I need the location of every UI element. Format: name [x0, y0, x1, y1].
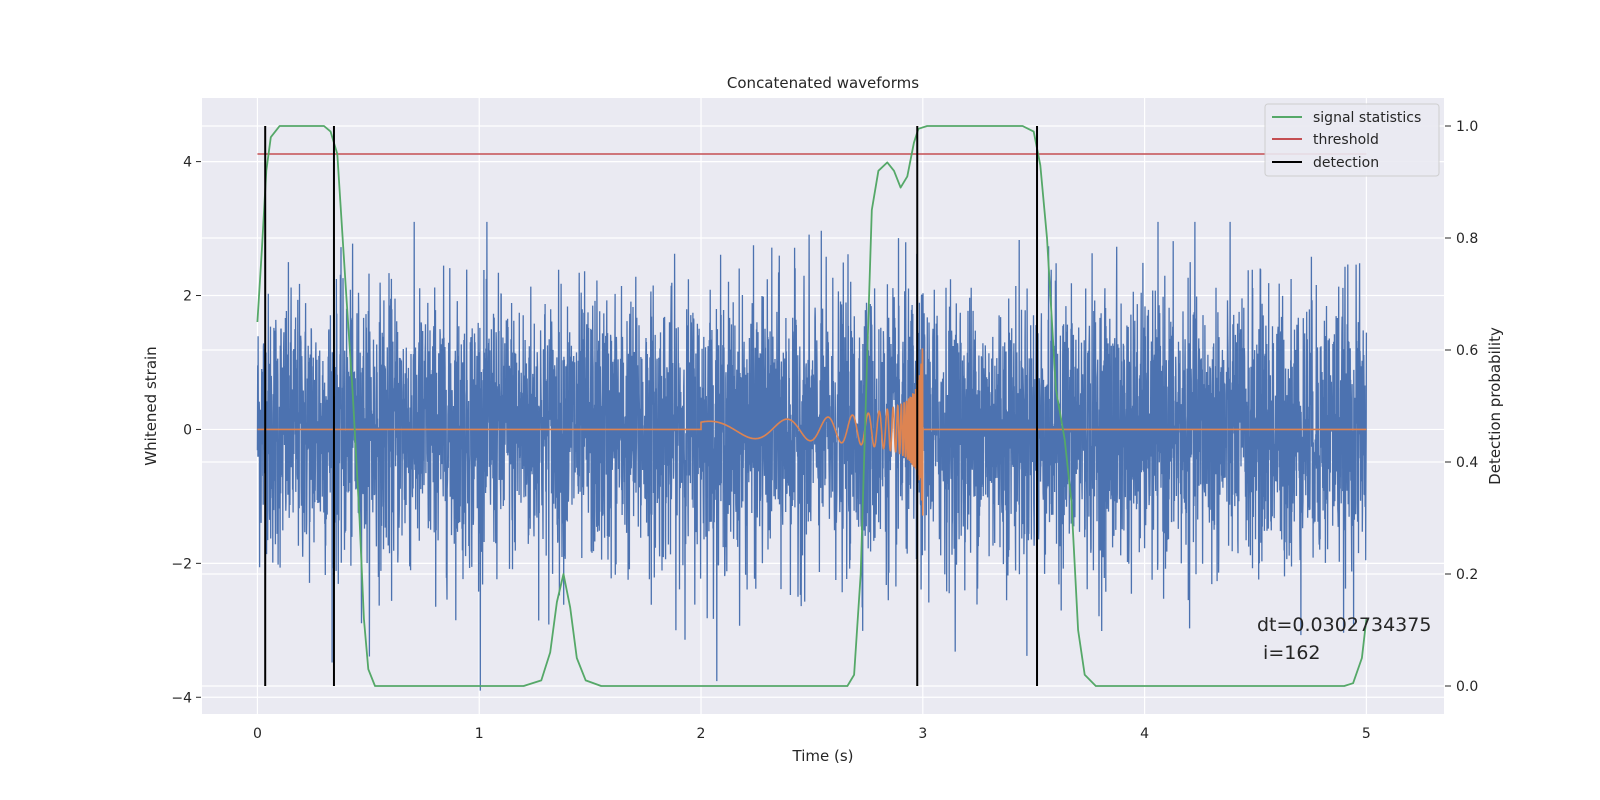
y-tick-label: 0	[183, 422, 192, 438]
legend: signal statistics threshold detection	[1264, 103, 1440, 177]
y-axis-label: Whitened strain	[142, 346, 160, 465]
y-right-tick-label: 1.0	[1456, 119, 1478, 135]
legend-label-signal-statistics: signal statistics	[1313, 110, 1421, 126]
x-tick-label: 4	[1140, 726, 1149, 742]
y-right-tick-label: 0.4	[1456, 455, 1478, 471]
annotation-dt: dt=0.0302734375	[1257, 614, 1431, 636]
y-tick-label: 4	[183, 155, 192, 171]
annotation-i: i=162	[1257, 642, 1321, 664]
template-line	[257, 348, 1367, 516]
y-right-tick-label: 0.6	[1456, 343, 1478, 359]
legend-label-detection: detection	[1313, 155, 1379, 171]
noise-line	[256, 221, 1368, 691]
x-tick-label: 2	[697, 726, 706, 742]
legend-box	[1264, 103, 1440, 177]
y-tick-label: 2	[183, 289, 192, 305]
x-tick-label: 0	[253, 726, 262, 742]
y-right-tick-label: 0.0	[1456, 679, 1478, 695]
y-tick-label: −2	[171, 556, 192, 572]
legend-label-threshold: threshold	[1313, 132, 1379, 148]
x-tick-label: 3	[918, 726, 927, 742]
x-axis-label: Time (s)	[792, 747, 854, 765]
chart-title: Concatenated waveforms	[727, 74, 919, 92]
y-right-tick-label: 0.2	[1456, 567, 1478, 583]
x-tick-label: 5	[1362, 726, 1371, 742]
signal-statistics-line	[256, 125, 1368, 687]
left-axis-ticks: −4 −2 0 2 4	[171, 155, 201, 706]
y-right-tick-label: 0.8	[1456, 231, 1478, 247]
plot-area	[256, 125, 1368, 691]
y-right-axis-label: Detection probability	[1486, 327, 1504, 485]
bottom-axis-ticks: 0 1 2 3 4 5	[253, 726, 1371, 742]
right-axis-ticks: 0.0 0.2 0.4 0.6 0.8 1.0	[1445, 119, 1478, 695]
x-tick-label: 1	[475, 726, 484, 742]
y-tick-label: −4	[171, 690, 192, 706]
